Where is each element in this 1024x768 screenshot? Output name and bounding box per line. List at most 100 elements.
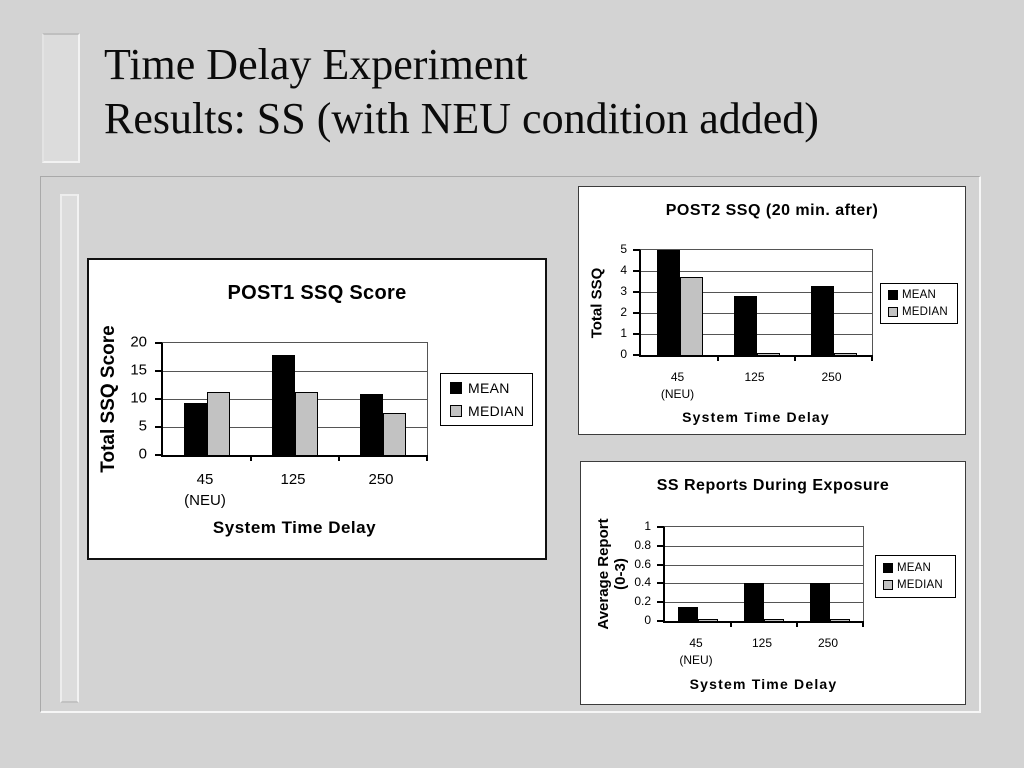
- legend-item: MEAN: [888, 289, 957, 301]
- y-tick-mark: [155, 342, 162, 344]
- chart-title: SS Reports During Exposure: [656, 477, 890, 494]
- x-category-label: 250: [821, 370, 842, 384]
- chart-title: POST1 SSQ Score: [227, 282, 407, 304]
- title-decoration-rect: [42, 33, 80, 163]
- legend-item: MEAN: [450, 380, 532, 396]
- legend-label: MEDIAN: [468, 403, 525, 419]
- x-tick-mark: [794, 355, 796, 361]
- bar-median: [833, 352, 857, 355]
- x-category-label: 125: [744, 370, 765, 384]
- legend-swatch-mean: [450, 382, 462, 394]
- x-category-label: 125: [751, 636, 773, 650]
- y-tick-label: 0.4: [634, 575, 651, 590]
- x-category-label: 45 (NEU): [184, 471, 226, 509]
- y-tick-labels: 0 5 10 15 20: [89, 334, 159, 463]
- y-tick-label: 1: [620, 326, 627, 340]
- x-axis-title: System Time Delay: [682, 409, 830, 425]
- gridline: [641, 313, 872, 314]
- x-tick-mark: [796, 621, 798, 627]
- x-tick-mark: [862, 621, 864, 627]
- bar-mean: [272, 354, 295, 455]
- bar-median: [207, 391, 230, 455]
- gridline: [641, 292, 872, 293]
- x-category-labels: 45 (NEU) 125 250: [639, 369, 873, 405]
- bar-median: [679, 277, 703, 355]
- side-decoration-bar: [60, 194, 79, 703]
- legend-item: MEDIAN: [888, 306, 957, 318]
- legend-item: MEDIAN: [883, 579, 955, 591]
- x-tick-mark: [426, 455, 428, 461]
- y-tick-label: 0.8: [634, 537, 651, 552]
- y-tick-labels: 0 1 2 3 4 5: [579, 242, 639, 361]
- x-tick-mark: [730, 621, 732, 627]
- content-frame: [40, 176, 981, 713]
- gridline: [665, 564, 863, 566]
- gridline: [641, 334, 872, 335]
- x-category-label: 45 (NEU): [660, 370, 695, 401]
- y-tick-label: 0.2: [634, 594, 651, 609]
- y-tick-label: 4: [620, 263, 627, 277]
- x-tick-mark: [338, 455, 340, 461]
- bar-mean: [810, 285, 834, 355]
- y-tick-mark: [657, 582, 664, 585]
- bar-mean: [744, 583, 764, 621]
- y-tick-mark: [657, 601, 664, 604]
- y-tick-mark: [633, 249, 640, 251]
- y-tick-mark: [657, 620, 664, 622]
- bar-median: [830, 619, 850, 621]
- legend-label: MEDIAN: [897, 579, 943, 591]
- bar-median: [756, 352, 780, 355]
- legend-label: MEAN: [897, 562, 932, 574]
- y-tick-mark: [633, 312, 640, 314]
- y-tick-label: 10: [130, 389, 147, 407]
- x-category-label: 45 (NEU): [679, 636, 713, 667]
- y-tick-label: 15: [130, 361, 147, 379]
- plot-area: [155, 342, 428, 461]
- gridline: [665, 583, 863, 585]
- legend-item: MEAN: [883, 562, 955, 574]
- legend: MEAN MEDIAN: [440, 373, 533, 426]
- bar-median: [295, 391, 318, 455]
- legend: MEAN MEDIAN: [880, 283, 958, 324]
- bar-mean: [656, 250, 680, 355]
- chart-panel-ss-reports: SS Reports During Exposure Average Repor…: [580, 461, 966, 705]
- legend-swatch-median: [450, 405, 462, 417]
- y-tick-label: 0: [138, 445, 147, 463]
- gridline: [665, 602, 863, 604]
- gridline: [641, 271, 872, 272]
- y-tick-mark: [155, 454, 162, 456]
- y-tick-mark: [155, 370, 162, 372]
- x-category-labels: 45 (NEU) 125 250: [161, 469, 428, 509]
- y-tick-labels: 0 0.2 0.4 0.6 0.8 1: [605, 519, 663, 627]
- y-tick-mark: [657, 526, 664, 528]
- legend-swatch-median: [888, 307, 898, 317]
- x-category-label: 250: [817, 636, 839, 650]
- bar-mean: [810, 583, 830, 621]
- bar-median: [764, 619, 784, 621]
- legend-label: MEAN: [468, 380, 510, 396]
- y-tick-label: 1: [644, 519, 651, 533]
- y-tick-mark: [633, 333, 640, 335]
- chart-title: POST2 SSQ (20 min. after): [665, 202, 879, 219]
- y-tick-label: 0: [620, 347, 627, 361]
- y-tick-mark: [633, 291, 640, 293]
- y-tick-label: 5: [138, 417, 147, 435]
- legend-item: MEDIAN: [450, 403, 532, 419]
- legend-swatch-median: [883, 580, 893, 590]
- x-axis-title: System Time Delay: [212, 518, 377, 537]
- x-tick-mark: [871, 355, 873, 361]
- y-tick-mark: [657, 544, 664, 547]
- y-tick-label: 20: [130, 333, 147, 351]
- bar-median: [698, 619, 718, 621]
- bar-median: [383, 413, 406, 455]
- x-category-label: 250: [368, 471, 394, 488]
- legend-label: MEDIAN: [902, 306, 948, 318]
- slide-title: Time Delay Experiment Results: SS (with …: [104, 40, 819, 143]
- y-tick-label: 0: [644, 613, 651, 627]
- legend-label: MEAN: [902, 289, 937, 301]
- bar-mean: [360, 393, 383, 455]
- x-tick-mark: [250, 455, 252, 461]
- legend-swatch-mean: [888, 290, 898, 300]
